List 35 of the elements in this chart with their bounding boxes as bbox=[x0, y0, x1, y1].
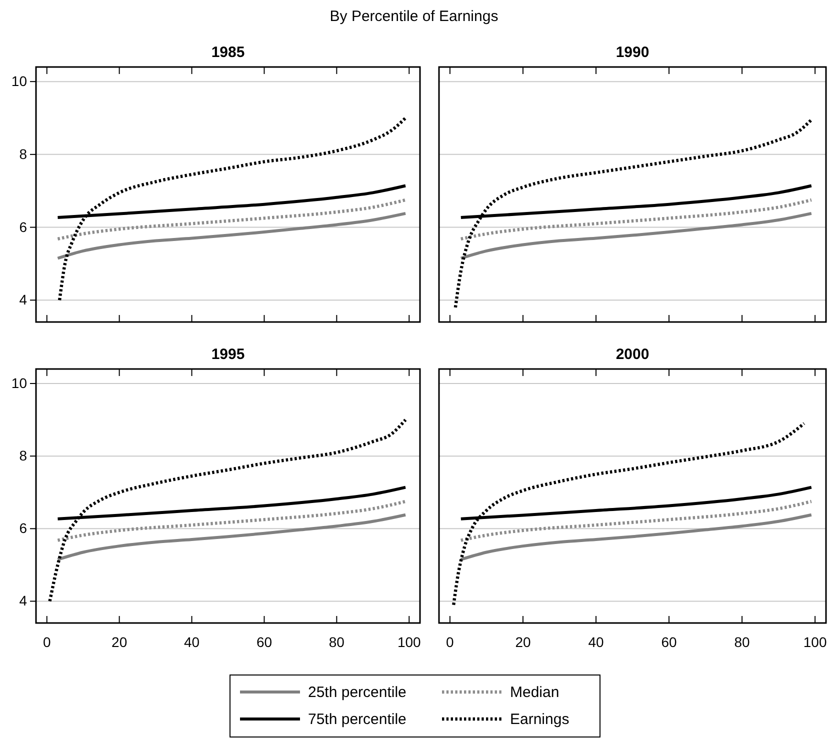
x-tick-label: 60 bbox=[661, 634, 678, 650]
x-tick-label: 40 bbox=[588, 634, 604, 650]
line-series bbox=[48, 418, 408, 603]
chart-title: 2000 bbox=[616, 346, 650, 363]
line-series bbox=[56, 513, 408, 561]
x-tick-label: 20 bbox=[515, 634, 531, 650]
y-tick-label: 8 bbox=[19, 448, 28, 464]
legend-label: 75th percentile bbox=[308, 711, 406, 728]
x-tick-label: 80 bbox=[328, 634, 345, 650]
line-series bbox=[56, 198, 408, 241]
line-series bbox=[58, 116, 408, 302]
legend-label: Earnings bbox=[510, 711, 570, 728]
text: By Percentile of Earnings bbox=[330, 8, 498, 25]
y-tick-label: 4 bbox=[19, 292, 28, 308]
chart-title: 1985 bbox=[211, 44, 245, 61]
x-tick-label: 20 bbox=[112, 634, 128, 650]
y-tick-label: 4 bbox=[19, 592, 28, 609]
x-tick-label: 100 bbox=[397, 634, 422, 650]
chart-title: 1995 bbox=[211, 346, 245, 363]
x-tick-label: 80 bbox=[734, 634, 750, 650]
chart-title: 1990 bbox=[616, 44, 650, 61]
y-tick-label: 10 bbox=[11, 374, 28, 391]
line-series bbox=[56, 212, 408, 260]
x-tick-label: 0 bbox=[42, 634, 51, 650]
legend-label: Median bbox=[510, 684, 560, 701]
x-tick-label: 100 bbox=[803, 634, 827, 650]
x-tick-label: 40 bbox=[184, 634, 200, 650]
y-tick-label: 10 bbox=[11, 73, 28, 90]
legend-label: 25th percentile bbox=[308, 684, 406, 701]
y-tick-label: 8 bbox=[19, 146, 28, 162]
line-series bbox=[56, 500, 408, 542]
x-tick-label: 60 bbox=[256, 634, 272, 650]
y-tick-label: 6 bbox=[19, 218, 28, 235]
x-tick-label: 0 bbox=[446, 634, 454, 650]
y-tick-label: 6 bbox=[19, 520, 28, 536]
